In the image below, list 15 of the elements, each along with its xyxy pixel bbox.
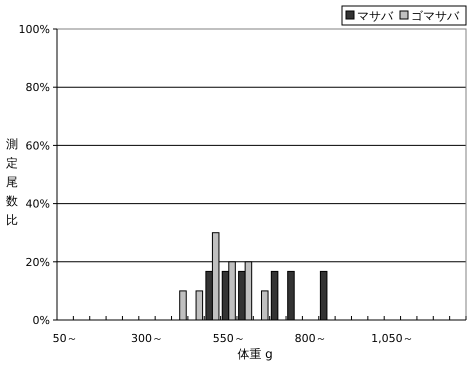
x-tick-label: 50～ [52,332,78,345]
legend-label: ゴマサバ [411,9,460,23]
y-tick-label: 100% [18,23,50,36]
y-tick-label: 0% [32,314,50,327]
x-tick-label: 800～ [294,332,327,345]
y-tick-label: 60% [26,139,50,152]
legend-label: マサバ [357,9,394,23]
y-tick-label: 40% [26,198,50,211]
x-tick-label: 300～ [130,332,163,345]
x-tick-label: 1,050～ [371,332,414,345]
x-axis-title: 体重 g [237,347,273,361]
y-axis-title: 測定尾数比 [6,137,18,227]
y-tick-label: 80% [26,81,50,94]
y-tick-label: 20% [26,256,50,269]
x-tick-label: 550～ [212,332,245,345]
